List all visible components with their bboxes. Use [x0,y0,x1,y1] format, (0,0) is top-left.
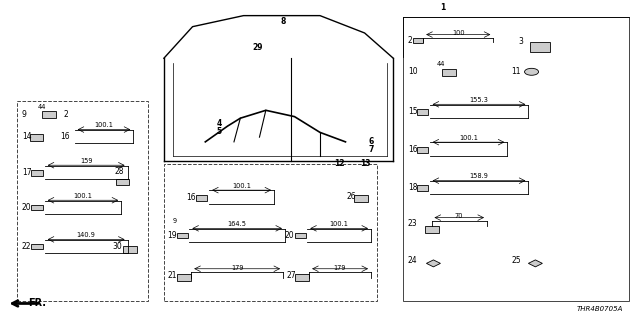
Text: 100: 100 [452,30,465,36]
Text: 4: 4 [217,119,222,128]
Bar [17,101,148,301]
Text: 27: 27 [286,270,296,280]
Text: 26: 26 [347,192,356,201]
Text: 2: 2 [64,110,68,119]
Bar [403,17,629,301]
Text: 20: 20 [285,231,294,240]
Text: 6: 6 [369,137,374,146]
Text: 16: 16 [186,193,196,202]
Text: 16: 16 [60,132,70,141]
Text: 100.1: 100.1 [232,183,251,189]
Text: 44: 44 [437,61,445,68]
Polygon shape [529,260,542,267]
Text: 12: 12 [334,159,344,168]
Bar [442,69,456,76]
Bar [31,244,43,250]
Text: 18: 18 [408,183,417,192]
Polygon shape [426,260,440,267]
Text: THR4B0705A: THR4B0705A [576,306,623,312]
Bar [31,205,43,210]
Text: 25: 25 [511,256,521,265]
Bar [196,195,207,201]
Bar [31,170,43,176]
Text: 30: 30 [113,242,123,251]
Text: 24: 24 [408,256,417,265]
Text: 179: 179 [231,265,243,271]
Text: 29: 29 [252,43,263,52]
Bar [294,233,306,238]
Text: 70: 70 [454,213,463,219]
Text: 44: 44 [37,104,46,110]
Text: 8: 8 [280,17,285,26]
Bar [413,38,423,44]
Bar [177,233,188,238]
Text: 11: 11 [511,67,521,76]
Text: 100.1: 100.1 [95,122,113,128]
Bar [116,179,129,185]
Text: 7: 7 [368,145,374,154]
Text: 100.1: 100.1 [330,221,349,227]
Text: 28: 28 [115,167,124,176]
Text: 2: 2 [408,36,413,45]
Text: 155.3: 155.3 [469,97,488,103]
Text: 17: 17 [22,168,31,177]
Text: 10: 10 [408,67,417,76]
Text: 5: 5 [217,127,222,136]
Text: 22: 22 [22,242,31,251]
Text: 164.5: 164.5 [228,221,246,227]
Text: 140.9: 140.9 [77,232,95,238]
Bar [417,147,428,153]
Bar [30,134,43,140]
Bar [42,111,56,118]
Text: 100.1: 100.1 [74,193,92,199]
Text: 14: 14 [22,132,31,141]
Bar [417,109,428,115]
Text: 3: 3 [519,37,524,46]
Circle shape [525,68,539,75]
Text: 1: 1 [440,4,445,12]
Text: 16: 16 [408,145,417,154]
Bar [177,274,191,281]
Bar [530,42,550,52]
Text: 13: 13 [360,159,371,168]
Bar [164,164,378,301]
Bar [424,226,438,233]
Text: 179: 179 [333,265,346,271]
Text: 15: 15 [408,107,417,116]
Text: 19: 19 [167,231,177,240]
Text: 20: 20 [22,203,31,212]
Text: 9: 9 [172,219,176,224]
Text: 9: 9 [22,110,27,119]
Text: FR.: FR. [28,299,46,308]
Bar [294,274,308,281]
Bar [123,246,137,253]
Text: 21: 21 [167,270,177,280]
Bar [417,185,428,191]
Text: 158.9: 158.9 [469,173,488,180]
Text: 23: 23 [408,219,417,228]
Bar [355,195,369,202]
Text: 159: 159 [80,158,92,164]
Text: 100.1: 100.1 [459,135,478,141]
